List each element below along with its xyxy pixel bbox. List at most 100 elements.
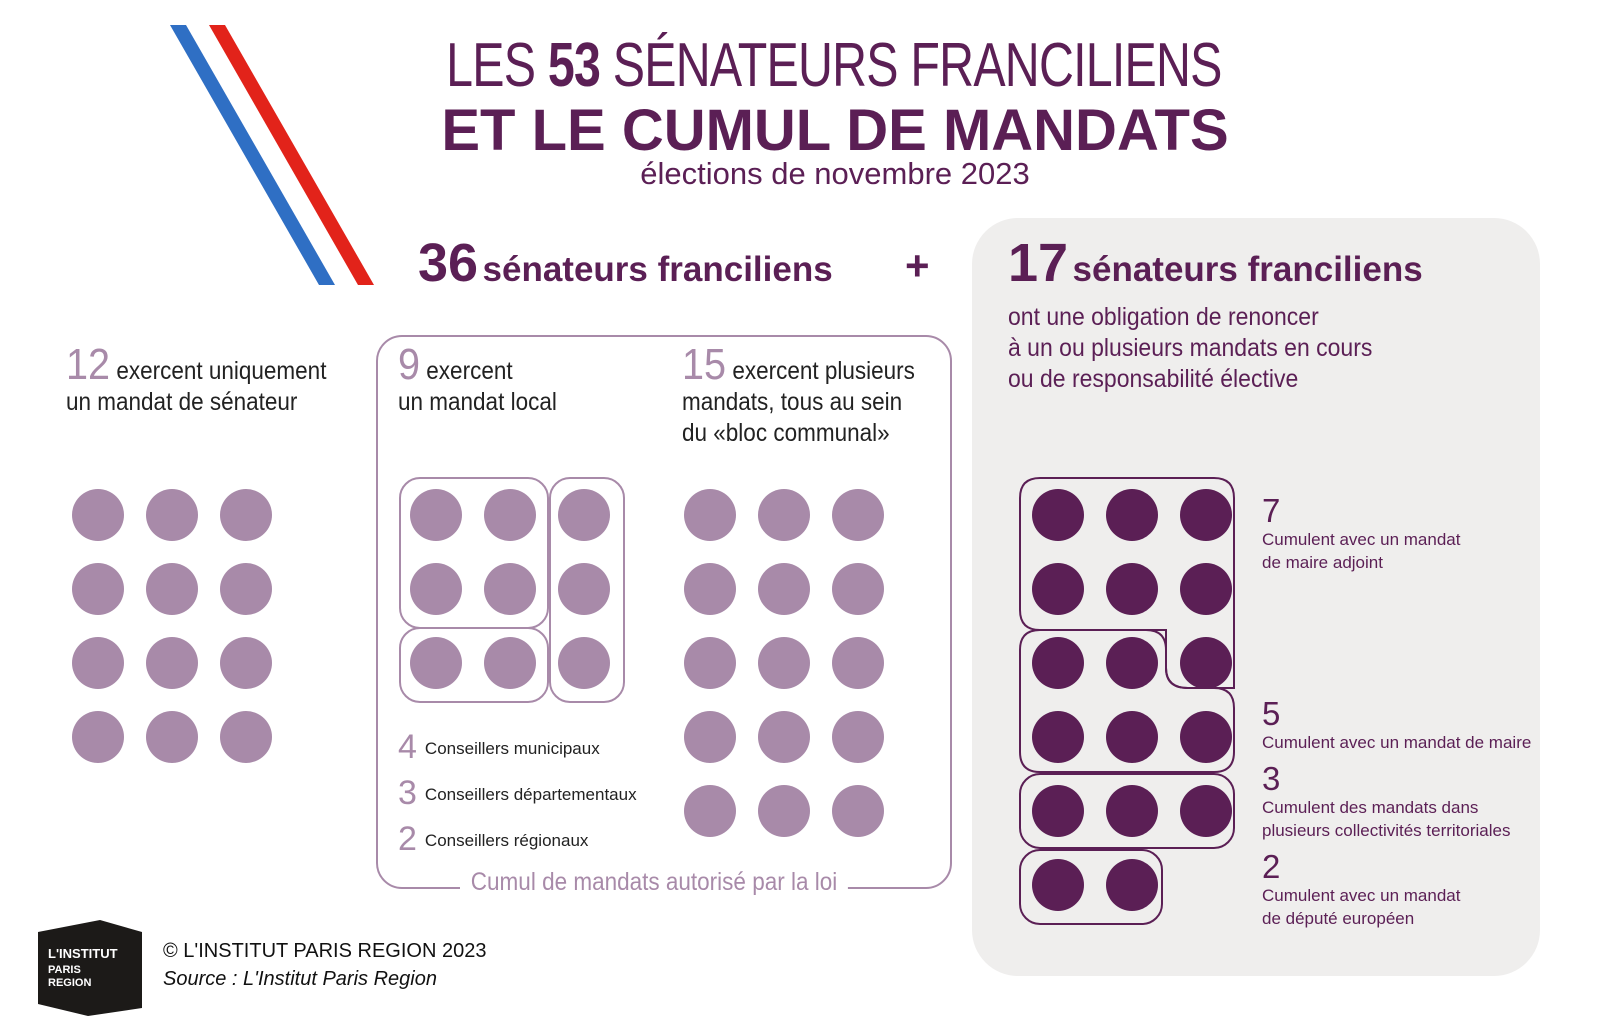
senator-dot xyxy=(410,637,462,689)
group-bloc: 15 exercent plusieurs mandats, tous au s… xyxy=(682,343,941,449)
logo-shape xyxy=(38,920,142,1016)
description-line: ou de responsabilité élective xyxy=(1008,365,1299,393)
local-breakdown-item: 3 Conseillers départementaux xyxy=(398,774,637,813)
breakdown-line: Cumulent des mandats dans xyxy=(1262,798,1479,817)
left-header: 36 sénateurs franciliens xyxy=(418,232,833,294)
senator-dot xyxy=(484,563,536,615)
senator-dot xyxy=(146,563,198,615)
right-breakdown-item: 2 Cumulent avec un mandat de député euro… xyxy=(1262,850,1460,930)
breakdown-line: Cumulent avec un mandat xyxy=(1262,886,1461,905)
senator-dot xyxy=(684,637,736,689)
senator-dot xyxy=(758,785,810,837)
breakdown-line: Cumulent avec un mandat xyxy=(1262,530,1461,549)
left-header-number: 36 xyxy=(418,233,479,293)
senator-dot xyxy=(558,637,610,689)
logo-text: REGION xyxy=(48,977,91,989)
right-breakdown-item: 3 Cumulent des mandats dans plusieurs co… xyxy=(1262,762,1510,842)
senator-dot xyxy=(832,711,884,763)
senator-dot xyxy=(220,711,272,763)
senator-dot xyxy=(832,785,884,837)
left-header-label: sénateurs franciliens xyxy=(482,250,833,289)
subtitle: élections de novembre 2023 xyxy=(0,156,1600,192)
title-line1-suffix: SÉNATEURS FRANCILIENS xyxy=(600,31,1223,100)
source: Source : L'Institut Paris Region xyxy=(163,968,437,990)
senator-dot xyxy=(1032,563,1084,615)
box-caption: Cumul de mandats autorisé par la loi xyxy=(460,868,849,897)
flag-white-stripe xyxy=(192,25,353,285)
breakdown-line: de député européen xyxy=(1262,909,1415,928)
flag-blue-stripe xyxy=(170,25,335,285)
senator-dot xyxy=(72,711,124,763)
senator-dot xyxy=(684,563,736,615)
local-breakdown-item: 4 Conseillers municipaux xyxy=(398,728,600,767)
senator-dot xyxy=(1180,785,1232,837)
senator-dot xyxy=(1106,489,1158,541)
description-line: ont une obligation de renoncer xyxy=(1008,303,1319,331)
senator-dot xyxy=(684,711,736,763)
group-outline-depute-europeen xyxy=(1019,849,1163,925)
group-number: 9 xyxy=(398,340,421,389)
local-breakdown-item: 2 Conseillers régionaux xyxy=(398,820,588,859)
senator-dot xyxy=(1106,859,1158,911)
copyright: © L'INSTITUT PARIS REGION 2023 xyxy=(163,940,487,962)
senator-dot xyxy=(1032,489,1084,541)
group-only-senator: 12 exercent uniquement un mandat de séna… xyxy=(66,343,355,418)
breakdown-number: 3 xyxy=(398,774,417,812)
right-header: 17 sénateurs franciliens xyxy=(1008,232,1423,294)
senator-dot xyxy=(558,563,610,615)
group-line: mandats, tous au sein xyxy=(682,388,903,416)
title-line1: LES 53 SÉNATEURS FRANCILIENS xyxy=(183,30,1431,101)
senator-dot xyxy=(1106,785,1158,837)
senator-dot xyxy=(146,711,198,763)
senator-dot xyxy=(220,489,272,541)
senator-dot xyxy=(758,711,810,763)
right-header-number: 17 xyxy=(1008,233,1069,293)
group-line: un mandat de sénateur xyxy=(66,388,298,416)
senator-dot xyxy=(832,489,884,541)
senator-dot xyxy=(1032,785,1084,837)
senator-dot xyxy=(832,637,884,689)
senator-dot xyxy=(220,637,272,689)
title-line2: ET LE CUMUL DE MANDATS xyxy=(0,97,1600,164)
group-outline-regionaux xyxy=(399,627,549,703)
flag-red-stripe xyxy=(209,25,374,285)
breakdown-label: Conseillers départementaux xyxy=(424,785,637,804)
senator-dot xyxy=(758,637,810,689)
senator-dot xyxy=(410,489,462,541)
group-line: du «bloc communal» xyxy=(682,419,890,447)
senator-dot xyxy=(1180,711,1232,763)
group-number: 12 xyxy=(66,340,111,389)
description-line: à un ou plusieurs mandats en cours xyxy=(1008,334,1373,362)
right-header-description: ont une obligation de renoncer à un ou p… xyxy=(1008,302,1486,395)
senator-dot xyxy=(1180,637,1232,689)
senator-dot xyxy=(684,489,736,541)
senator-dot xyxy=(72,637,124,689)
senator-dot xyxy=(220,563,272,615)
breakdown-number: 2 xyxy=(1262,848,1281,885)
group-outline-departementaux xyxy=(549,477,625,703)
group-outline-maire xyxy=(1019,629,1235,773)
group-local: 9 exercent un mandat local xyxy=(398,343,575,418)
senator-dot xyxy=(1106,637,1158,689)
breakdown-label: Conseillers municipaux xyxy=(424,739,600,758)
group-line: exercent uniquement xyxy=(116,357,327,385)
senator-dot xyxy=(484,637,536,689)
breakdown-number: 3 xyxy=(1262,760,1281,797)
senator-dot xyxy=(1180,563,1232,615)
senator-dot xyxy=(1106,711,1158,763)
right-header-label: sénateurs franciliens xyxy=(1072,250,1423,289)
group-line: exercent xyxy=(426,357,513,385)
group-line: exercent plusieurs xyxy=(732,357,915,385)
senator-dot xyxy=(484,489,536,541)
senator-dot xyxy=(1032,637,1084,689)
plus-sign: + xyxy=(905,242,930,289)
senator-dot xyxy=(146,489,198,541)
flag-stripes xyxy=(170,25,374,285)
group-number: 15 xyxy=(682,340,727,389)
institut-logo: L'INSTITUT PARIS REGION xyxy=(38,920,142,1016)
senator-dot xyxy=(684,785,736,837)
title-line1-prefix: LES xyxy=(446,31,548,100)
senator-dot xyxy=(1106,563,1158,615)
subtitle-text: élections de novembre 2023 xyxy=(640,156,1030,191)
